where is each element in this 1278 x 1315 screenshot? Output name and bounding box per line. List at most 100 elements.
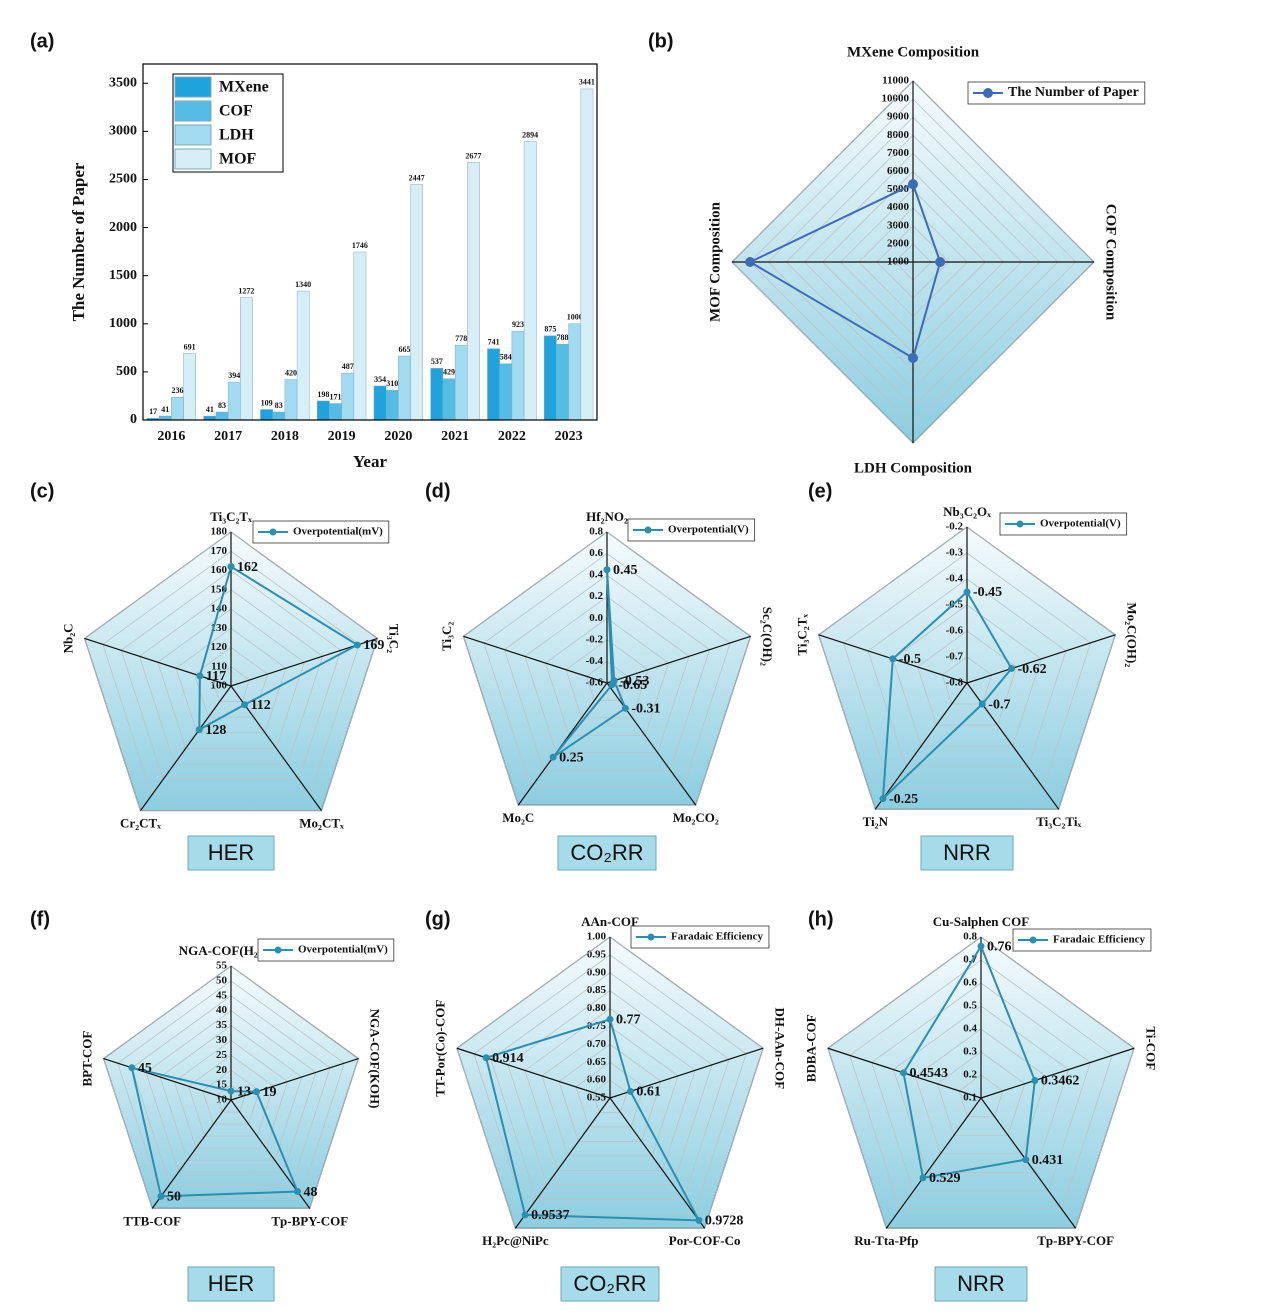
spoke: [84, 637, 232, 687]
bar-value-label: 875: [544, 325, 556, 334]
y-axis-title: The Number of Paper: [69, 162, 88, 321]
method-box: [187, 1266, 275, 1302]
y-tick-label: 3500: [109, 75, 137, 90]
legend-marker: [647, 933, 655, 941]
panel-label: (f): [30, 908, 50, 930]
value-label: 0.431: [1032, 1153, 1064, 1168]
data-point: [977, 942, 985, 950]
x-tick-label: 2017: [214, 429, 242, 444]
data-point: [963, 588, 971, 596]
value-label: 169: [363, 638, 384, 653]
spoke: [609, 1047, 764, 1099]
method-label: CO₂RR: [570, 840, 643, 865]
legend-label: Faradaic Efficiency: [1053, 934, 1145, 946]
r-tick-label: 0.55: [587, 1092, 607, 1104]
data-point: [899, 1069, 907, 1077]
bar: [430, 368, 444, 421]
grid-ring: [120, 570, 342, 780]
data-point: [978, 700, 986, 708]
data-point: [227, 1087, 235, 1095]
x-tick-label: 2022: [498, 429, 526, 444]
grid-ring: [483, 553, 731, 789]
r-tick-label: -0.4: [946, 573, 964, 585]
r-tick-label: 0.70: [587, 1038, 607, 1050]
r-tick-label: 10: [216, 1094, 228, 1106]
data-point: [608, 681, 616, 689]
bar: [215, 411, 229, 421]
method-box: [187, 835, 275, 871]
data-point: [935, 257, 946, 267]
x-tick-label: 2018: [271, 429, 299, 444]
method-box: [557, 835, 657, 871]
grid-ring: [524, 596, 690, 754]
r-tick-label: 0.6: [963, 977, 977, 989]
spoke: [103, 1058, 232, 1101]
spoke: [885, 1097, 982, 1229]
r-tick-label: 0.8: [589, 526, 603, 538]
grid-ring: [202, 1069, 260, 1125]
axis-label: Ti₂N: [863, 814, 889, 829]
x-tick-label: 2019: [328, 429, 356, 444]
bar: [568, 323, 582, 421]
r-tick-label: -0.2: [946, 521, 964, 533]
bar: [523, 141, 537, 421]
r-tick-label: 40: [216, 1004, 228, 1016]
bar-value-label: 1000: [567, 313, 583, 322]
bar-value-label: 420: [285, 368, 297, 377]
spoke: [463, 635, 608, 684]
series-line: [130, 1066, 299, 1198]
r-tick-label: 0.90: [587, 966, 607, 978]
axis-label: COF Composition: [1103, 204, 1119, 321]
bar: [183, 353, 197, 421]
x-tick-label: 2020: [384, 429, 412, 444]
value-label: 0.9728: [705, 1214, 744, 1229]
method-label: NRR: [943, 840, 991, 865]
bar: [284, 379, 298, 421]
grid-ring: [936, 1051, 1026, 1136]
value-label: 0.9537: [531, 1208, 570, 1223]
grid-ring: [131, 995, 331, 1185]
y-tick-label: 1000: [109, 316, 137, 331]
r-tick-label: 20: [216, 1064, 228, 1076]
value-label: 0.4543: [909, 1066, 948, 1081]
r-tick-label: -0.7: [946, 651, 964, 663]
axis-label: DH-AAn-COF: [772, 1007, 787, 1089]
grid-ring: [175, 627, 287, 734]
bar: [296, 290, 310, 421]
data-point: [1031, 1077, 1039, 1085]
value-label: 13: [237, 1084, 251, 1099]
panel-label: (a): [30, 30, 54, 52]
x-axis-title: Year: [353, 452, 387, 471]
legend-marker: [274, 946, 282, 954]
axis-label: Ti₃C₂: [387, 624, 402, 653]
method-box: [560, 1266, 660, 1302]
legend-box: [627, 518, 756, 542]
legend-label: Overpotential(V): [668, 524, 749, 536]
r-tick-label: 7000: [887, 147, 910, 159]
bar-value-label: 109: [261, 398, 273, 407]
r-tick-label: 55: [216, 960, 228, 972]
grid-ring: [592, 1079, 628, 1113]
value-label: -0.53: [620, 674, 649, 689]
bar: [260, 409, 273, 421]
method-label: HER: [208, 840, 254, 865]
legend-swatch: [174, 148, 212, 170]
legend-marker: [644, 526, 652, 534]
r-tick-label: 6000: [887, 165, 910, 177]
bar-value-label: 2677: [465, 151, 481, 160]
legend-marker: [1016, 520, 1024, 528]
bar-value-label: 741: [488, 338, 500, 347]
legend-marker: [269, 528, 277, 536]
spoke: [874, 682, 968, 810]
method-box: [920, 835, 1014, 871]
grid-ring: [586, 660, 628, 701]
bar-value-label: 83: [275, 401, 283, 410]
data-point: [252, 1088, 260, 1096]
bar-value-label: 2447: [409, 173, 425, 182]
panel-label: (g): [425, 908, 451, 930]
bar: [353, 251, 367, 421]
r-tick-label: 11000: [882, 75, 909, 87]
legend-box: [967, 81, 1146, 105]
legend-label: Overpotential(mV): [298, 944, 388, 956]
